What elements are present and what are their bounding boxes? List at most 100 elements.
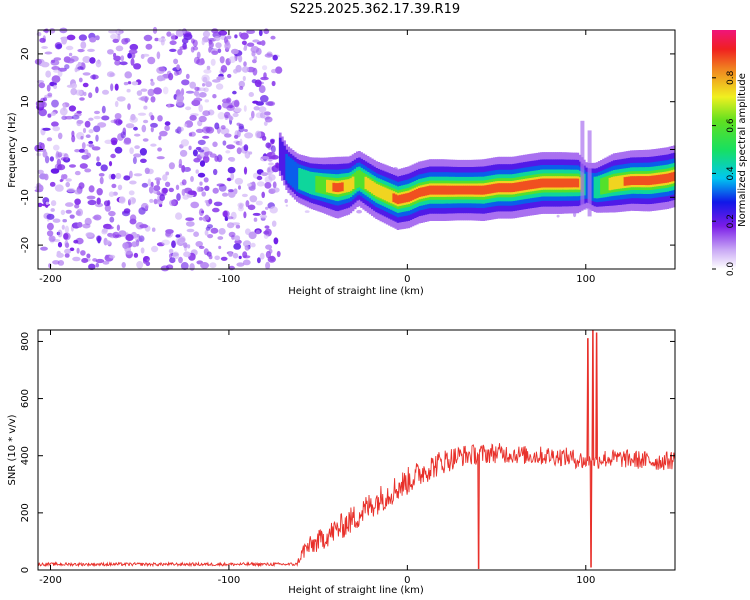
noise-speckle xyxy=(183,242,188,249)
ridge-segment xyxy=(433,185,436,195)
noise-speckle xyxy=(111,183,117,189)
noise-speckle xyxy=(114,113,122,120)
y-tick-label: 0 xyxy=(20,146,31,152)
noise-speckle xyxy=(244,245,250,251)
noise-speckle xyxy=(138,207,146,215)
noise-speckle xyxy=(189,263,195,271)
ridge-segment xyxy=(278,137,282,171)
noise-speckle xyxy=(68,105,76,112)
noise-speckle xyxy=(165,171,170,176)
noise-speckle xyxy=(118,196,126,204)
noise-speckle xyxy=(258,85,266,94)
noise-speckle xyxy=(74,67,78,73)
ridge-segment xyxy=(287,156,291,184)
noise-speckle xyxy=(65,45,74,51)
ridge-segment xyxy=(518,181,522,191)
noise-speckle xyxy=(239,138,243,147)
noise-speckle xyxy=(77,49,84,53)
noise-speckle xyxy=(132,156,137,165)
noise-speckle xyxy=(195,241,203,247)
noise-speckle xyxy=(110,153,116,159)
noise-speckle xyxy=(150,78,154,82)
snr-frame xyxy=(37,329,676,571)
noise-speckle xyxy=(74,198,81,205)
noise-speckle xyxy=(260,156,270,160)
noise-speckle xyxy=(185,73,190,80)
ridge-segment xyxy=(443,185,447,195)
noise-speckle xyxy=(95,86,99,94)
noise-speckle xyxy=(86,195,96,200)
noise-speckle xyxy=(102,260,110,265)
noise-speckle xyxy=(40,61,50,68)
noise-speckle xyxy=(43,97,47,102)
noise-speckle xyxy=(232,90,237,95)
noise-speckle xyxy=(211,28,219,34)
noise-speckle xyxy=(143,34,153,42)
noise-speckle xyxy=(193,231,200,237)
noise-speckle xyxy=(198,245,205,249)
noise-speckle xyxy=(136,90,143,96)
noise-speckle xyxy=(46,230,54,237)
noise-speckle xyxy=(113,118,118,124)
noise-speckle xyxy=(95,60,102,68)
ridge-segment xyxy=(358,170,361,188)
noise-speckle xyxy=(217,236,224,240)
ridge-segment xyxy=(296,163,299,192)
ridge-segment xyxy=(441,185,445,195)
noise-speckle xyxy=(236,147,242,155)
noise-speckle xyxy=(117,184,123,191)
noise-speckle xyxy=(53,69,61,73)
ridge-segment xyxy=(636,176,640,185)
noise-speckle xyxy=(121,38,129,45)
noise-speckle xyxy=(123,208,131,214)
ridge-segment xyxy=(308,171,312,194)
x-tick-label: 100 xyxy=(576,274,595,285)
colorbar-tick-label: 0.6 xyxy=(726,118,736,133)
ridge-segment xyxy=(368,179,372,192)
noise-speckle xyxy=(241,66,249,73)
noise-speckle xyxy=(78,182,85,190)
noise-speckle xyxy=(241,193,248,198)
noise-speckle xyxy=(147,178,152,187)
noise-speckle xyxy=(46,213,55,220)
ridge-segment xyxy=(625,176,629,186)
noise-speckle xyxy=(150,81,155,86)
noise-speckle xyxy=(202,76,208,83)
noise-speckle xyxy=(69,164,76,168)
noise-speckle xyxy=(143,119,149,124)
noise-speckle xyxy=(183,33,193,41)
y-tick-label: 600 xyxy=(20,389,31,408)
noise-speckle xyxy=(105,254,109,259)
noise-speckle xyxy=(51,66,60,71)
noise-speckle xyxy=(57,132,63,140)
noise-speckle xyxy=(150,115,155,121)
noise-speckle xyxy=(80,41,87,49)
ridge-segment xyxy=(612,176,616,190)
noise-speckle xyxy=(115,172,122,180)
ridge-segment xyxy=(608,177,612,191)
ridge-segment xyxy=(456,185,460,195)
noise-speckle xyxy=(187,190,197,196)
noise-speckle xyxy=(272,181,277,189)
noise-speckle xyxy=(97,122,107,128)
noise-speckle xyxy=(59,107,68,116)
noise-speckle xyxy=(252,100,259,104)
ridge-segment xyxy=(475,185,479,195)
noise-speckle xyxy=(150,96,156,103)
noise-speckle xyxy=(181,79,190,86)
noise-speckle xyxy=(87,199,97,206)
noise-speckle xyxy=(202,30,211,38)
ridge-segment xyxy=(341,182,344,192)
noise-speckle xyxy=(242,259,251,266)
noise-speckle xyxy=(52,260,60,265)
noise-speckle xyxy=(78,77,83,83)
noise-speckle xyxy=(78,34,87,41)
noise-speckle xyxy=(185,221,195,227)
snr-line-layer xyxy=(37,329,676,570)
noise-speckle xyxy=(50,168,60,174)
noise-speckle xyxy=(247,204,256,211)
noise-speckle xyxy=(129,180,137,185)
noise-speckle xyxy=(213,201,223,207)
noise-speckle xyxy=(64,225,69,234)
ridge-segment xyxy=(563,178,567,188)
